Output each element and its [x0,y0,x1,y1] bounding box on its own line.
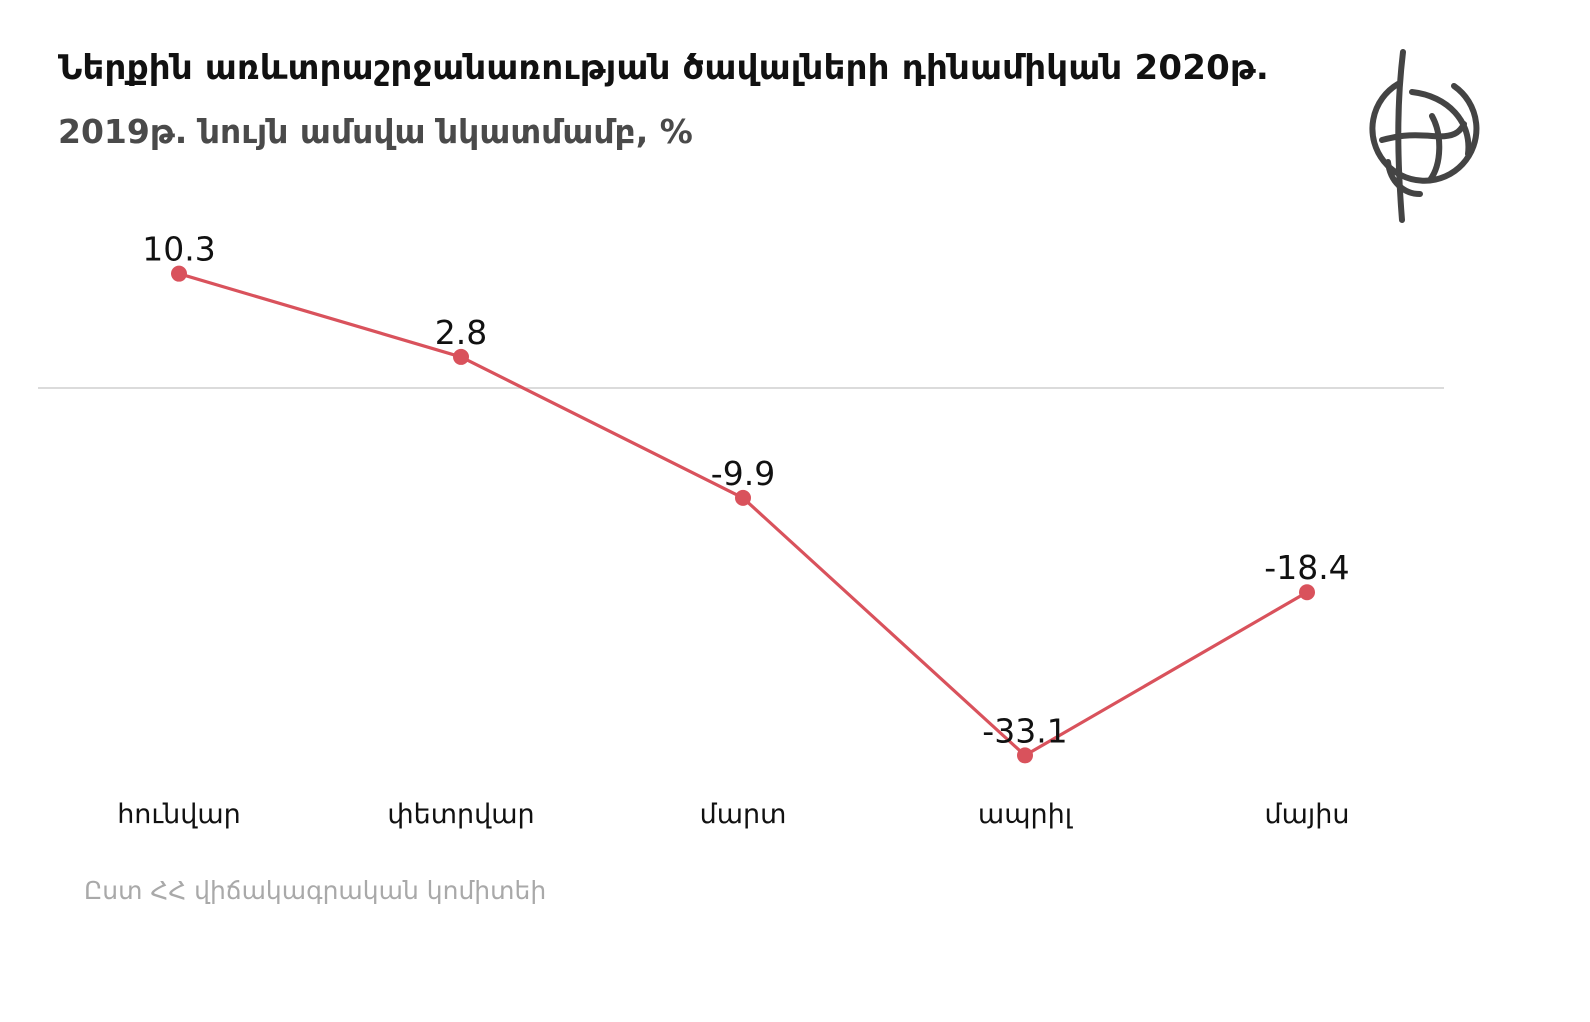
data-label: 2.8 [435,313,487,352]
chart-title: Ներքին առևտրաշրջանառության ծավալների դին… [58,48,1269,88]
circular-emblem-icon [1369,49,1480,223]
x-tick-label: ապրիլ [978,799,1074,830]
data-label: -9.9 [711,454,775,493]
x-tick-label: մայիս [1265,799,1350,830]
data-label: -33.1 [982,711,1067,750]
data-point [735,489,751,506]
data-point [171,265,187,282]
data-point [1299,584,1315,601]
x-tick-label: մարտ [700,799,787,830]
series-line [177,272,1309,758]
x-tick-label: հունվար [117,799,241,830]
x-tick-label: փետրվար [387,799,534,830]
source-note: Ըստ ՀՀ վիճակագրական կոմիտեի [84,876,547,905]
data-point [1017,747,1033,764]
chart-subtitle: 2019թ. նույն ամսվա նկատմամբ, % [58,112,693,151]
data-label: -18.4 [1264,548,1349,587]
data-point [453,348,469,365]
data-label: 10.3 [142,230,215,269]
